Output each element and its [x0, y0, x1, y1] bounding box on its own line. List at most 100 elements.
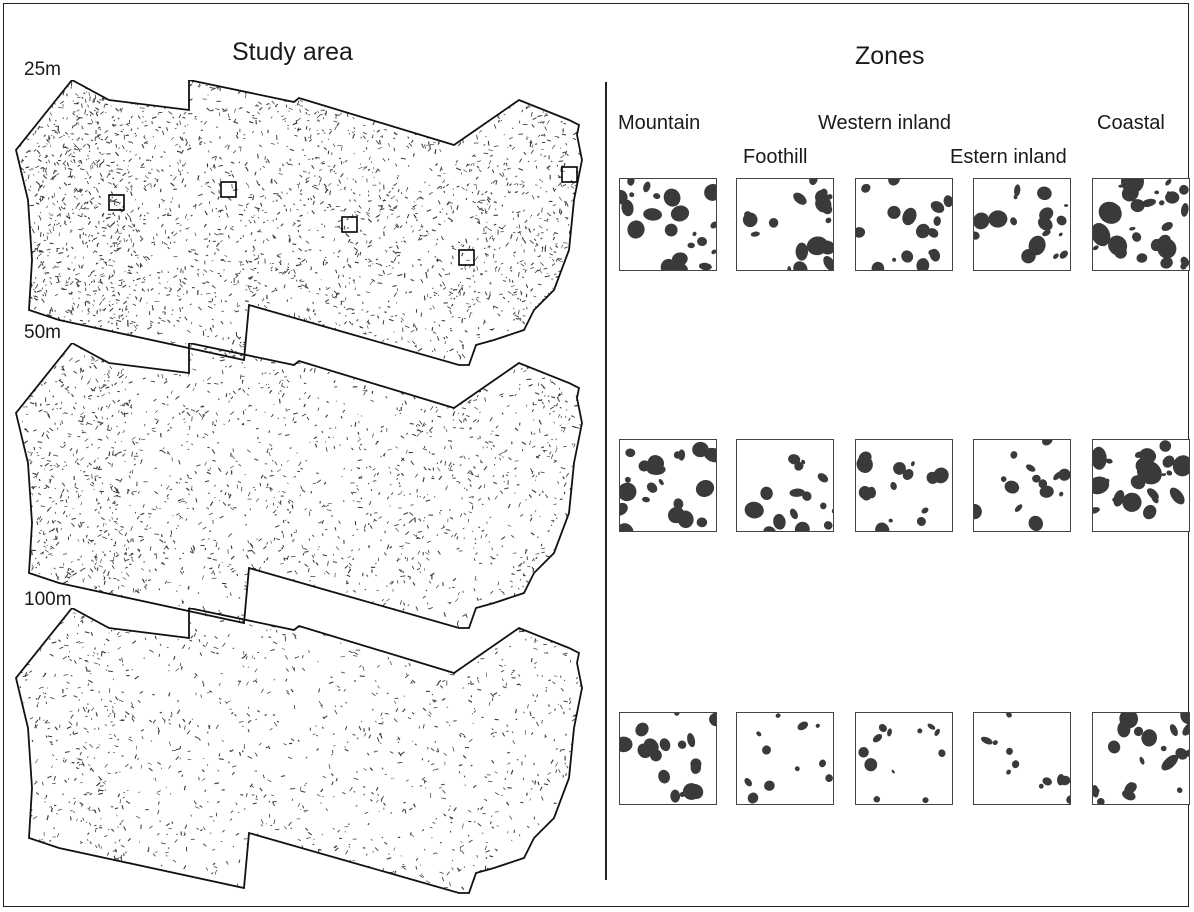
forest-patch: [1053, 253, 1059, 259]
forest-patch: [646, 482, 658, 493]
forest-patch: [1093, 507, 1100, 514]
forest-patch: [637, 743, 652, 759]
forest-patch: [674, 263, 688, 270]
forest-patch: [621, 199, 634, 217]
forest-patch: [1042, 440, 1053, 446]
forest-patch: [888, 518, 893, 523]
forest-patch: [687, 242, 695, 249]
forest-patch: [831, 507, 833, 514]
zone-tile: [855, 712, 953, 805]
forest-patch: [1011, 760, 1020, 769]
study-area-title: Study area: [232, 38, 353, 66]
zone-label-coastal: Coastal: [1097, 112, 1165, 134]
forest-patch: [742, 212, 758, 228]
forest-patch: [1154, 190, 1160, 195]
forest-patch: [1122, 492, 1142, 512]
forest-patch: [620, 523, 634, 531]
forest-patch: [815, 723, 820, 728]
forest-patch: [1129, 226, 1136, 231]
forest-patch: [620, 482, 637, 502]
forest-patch: [1053, 471, 1062, 481]
forest-patch: [1160, 745, 1167, 752]
forest-patch: [744, 778, 752, 787]
forest-patch: [794, 521, 810, 531]
zone-tile: [619, 712, 717, 805]
forest-patch: [653, 193, 661, 200]
forest-patch: [667, 506, 685, 524]
forest-patch: [1042, 777, 1052, 786]
study-area-map-100m: [15, 608, 583, 894]
forest-patch: [1097, 797, 1105, 804]
forest-patch: [864, 758, 878, 772]
zone-tile: [973, 178, 1071, 271]
forest-patch: [1010, 217, 1018, 226]
forest-patch: [1098, 201, 1122, 224]
forest-patch: [711, 249, 716, 255]
forest-patch: [1141, 729, 1158, 747]
forest-patch: [760, 486, 773, 500]
forest-patch: [710, 221, 716, 229]
forest-patch: [1059, 250, 1068, 259]
forest-patch: [1093, 223, 1111, 247]
forest-patch: [1028, 235, 1046, 256]
forest-patch: [670, 789, 681, 803]
forest-patch: [1037, 216, 1053, 231]
forest-patch: [922, 797, 929, 804]
forest-patch: [901, 250, 914, 263]
study-area-boundary: [15, 80, 583, 366]
forest-patch: [1105, 458, 1113, 464]
forest-patch: [1180, 263, 1187, 270]
forest-patch: [787, 266, 792, 270]
forest-patch: [1133, 726, 1144, 737]
forest-patch: [1165, 191, 1180, 204]
forest-patch: [1143, 504, 1157, 520]
forest-patch: [695, 480, 715, 497]
forest-patch: [1160, 257, 1173, 269]
forest-patch: [642, 496, 650, 503]
forest-patch: [789, 488, 805, 497]
forest-patch: [1166, 470, 1173, 476]
forest-patch: [1059, 491, 1064, 497]
forest-patch: [819, 759, 826, 768]
forest-patch: [1159, 440, 1172, 452]
forest-patch: [1175, 748, 1188, 760]
forest-patch: [1038, 783, 1044, 789]
forest-patch: [927, 723, 936, 730]
forest-patch: [888, 179, 901, 186]
forest-patch: [974, 503, 982, 520]
forest-patch: [1169, 487, 1185, 505]
resolution-label-50m: 50m: [24, 322, 61, 343]
forest-patch: [974, 212, 990, 230]
forest-patch: [892, 257, 897, 262]
forest-patch: [1066, 794, 1070, 804]
forest-patch: [627, 220, 645, 239]
forest-patch: [1157, 234, 1172, 250]
forest-patch: [974, 231, 980, 240]
forest-patch: [1139, 448, 1157, 464]
forest-patch: [980, 736, 993, 745]
forest-patch: [1093, 446, 1107, 470]
forest-patch: [658, 479, 664, 486]
forest-patch: [938, 749, 946, 757]
forest-patch: [1162, 455, 1175, 468]
forest-patch: [660, 258, 677, 270]
zone-tile: [1092, 712, 1190, 805]
forest-patch: [1093, 476, 1110, 495]
forest-patch: [1010, 451, 1018, 459]
forest-patch: [801, 459, 806, 465]
forest-patch: [1181, 203, 1189, 217]
forest-patch: [1172, 455, 1189, 477]
forest-patch: [1042, 229, 1051, 237]
forest-patch: [943, 195, 952, 208]
forest-patch: [820, 502, 827, 510]
forest-patch: [1130, 475, 1146, 490]
zone-tile: [736, 439, 834, 532]
forest-patch: [624, 476, 631, 483]
zone-tile: [619, 439, 717, 532]
zone-label-western-inland: Western inland: [818, 112, 952, 134]
forest-patch: [915, 223, 930, 239]
forest-patch: [902, 469, 914, 480]
forest-patch: [788, 454, 801, 465]
forest-patch: [1025, 464, 1036, 472]
forest-patch: [709, 713, 716, 727]
